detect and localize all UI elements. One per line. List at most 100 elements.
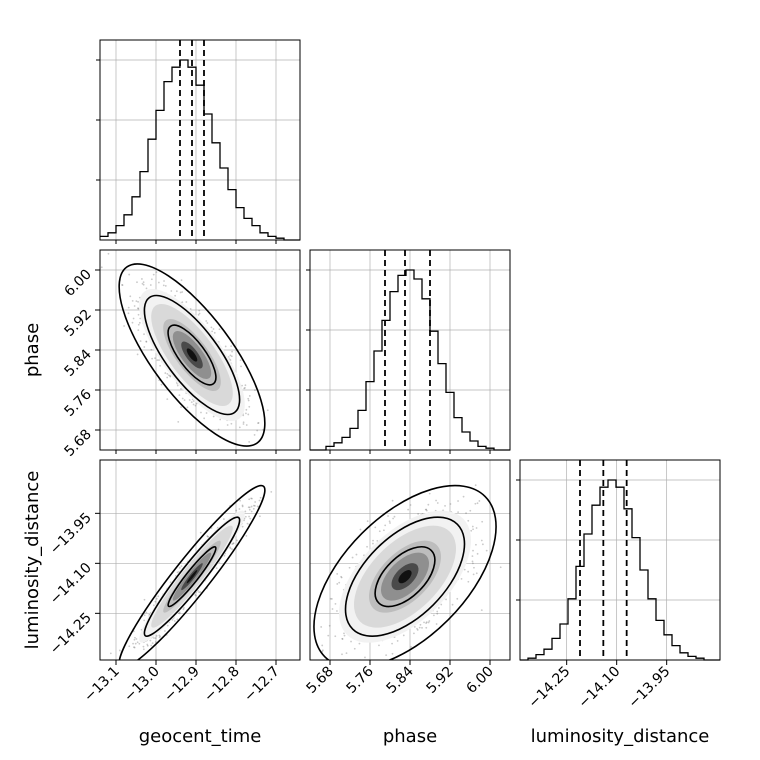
scatter-point [338,581,341,584]
scatter-point [159,364,161,367]
histogram-luminosity_distance [516,459,721,661]
scatter-point [206,322,209,324]
density-fill [186,348,198,362]
scatter-point [155,597,158,600]
scatter-point [242,414,245,417]
scatter-point [231,548,233,551]
scatter-point [374,526,377,529]
scatter-point [139,340,142,342]
x-tick-label: 5.84 [383,663,416,696]
scatter-point [480,539,483,542]
contour-line-1 [143,294,241,416]
scatter-point [330,598,333,600]
scatter-point [224,345,227,348]
scatter-point [226,424,229,426]
scatter-point [474,484,477,487]
scatter-point [137,313,140,316]
scatter-point [210,326,213,329]
scatter-point [241,384,243,387]
scatter-point [183,607,185,609]
scatter-point [242,421,245,424]
scatter-point [343,634,346,637]
scatter-point [435,499,437,502]
scatter-point [467,570,470,573]
x-tick-label: 6.00 [463,664,496,697]
scatter-point [410,646,412,648]
density-geocent_time-phase [99,249,301,451]
contour-line-0 [374,546,436,608]
scatter-point [206,535,209,537]
scatter-point [138,642,141,645]
scatter-point [332,665,334,667]
scatter-point [320,626,323,628]
scatter-point [391,499,394,502]
x-tick-label: −13.1 [81,664,123,706]
scatter-point [154,357,156,360]
scatter-point [382,529,385,532]
scatter-point [100,266,103,269]
scatter-point [435,623,438,625]
scatter-point [166,372,169,375]
y-tick-label: −14.10 [47,560,95,608]
histogram-step-luminosity_distance [520,479,720,661]
scatter-point [176,618,179,621]
scatter-point [136,641,139,644]
scatter-point [239,499,241,502]
scatter-point [178,612,181,615]
scatter-point [118,649,121,652]
contour-line-2 [313,484,497,660]
scatter-point [340,575,342,578]
scatter-point [130,663,132,665]
scatter-point [246,522,249,525]
scatter-point [358,642,361,645]
scatter-point [138,321,141,324]
scatter-point [203,417,206,420]
scatter-point [471,555,474,557]
y-tick-label: 5.76 [61,386,94,419]
scatter-point [150,348,153,351]
y-tick-label: 5.68 [61,427,94,460]
scatter-point [155,635,158,637]
scatter-point [341,637,344,640]
scatter-point [173,620,176,622]
scatter-point [146,644,149,647]
scatter-point [355,553,358,556]
scatter-point [423,621,425,624]
scatter-point [166,376,169,379]
scatter-point [217,428,220,431]
scatter-point [181,301,184,304]
scatter-point [195,594,197,597]
scatter-point [244,510,247,513]
scatter-point [151,357,154,360]
scatter-point [197,313,200,316]
scatter-point [168,374,170,377]
scatter-point [163,630,166,632]
scatter-point [142,281,145,284]
scatter-point [341,638,344,640]
y-axis-label-phase: phase [22,323,43,377]
scatter-point [178,566,181,569]
scatter-point [248,395,251,397]
scatter-point [143,346,146,348]
scatter-point [321,649,324,652]
scatter-point [470,529,473,532]
scatter-point [176,384,179,387]
scatter-point [533,528,535,530]
scatter-point [425,626,428,629]
scatter-point [127,663,129,665]
scatter-point [231,350,233,353]
x-tick-label: −13.0 [121,664,163,706]
scatter-point [174,294,177,297]
x-tick-label: 5.68 [303,664,336,697]
scatter-point [336,573,339,575]
scatter-point [180,406,182,408]
x-tick-label: 5.76 [343,663,376,696]
y-tick-label: −14.25 [47,610,95,658]
scatter-point [259,515,261,518]
scatter-point [151,642,154,645]
scatter-point [481,543,484,546]
scatter-point [248,405,251,408]
x-axis-label-geocent_time: geocent_time [139,726,262,747]
scatter-point [366,545,368,548]
